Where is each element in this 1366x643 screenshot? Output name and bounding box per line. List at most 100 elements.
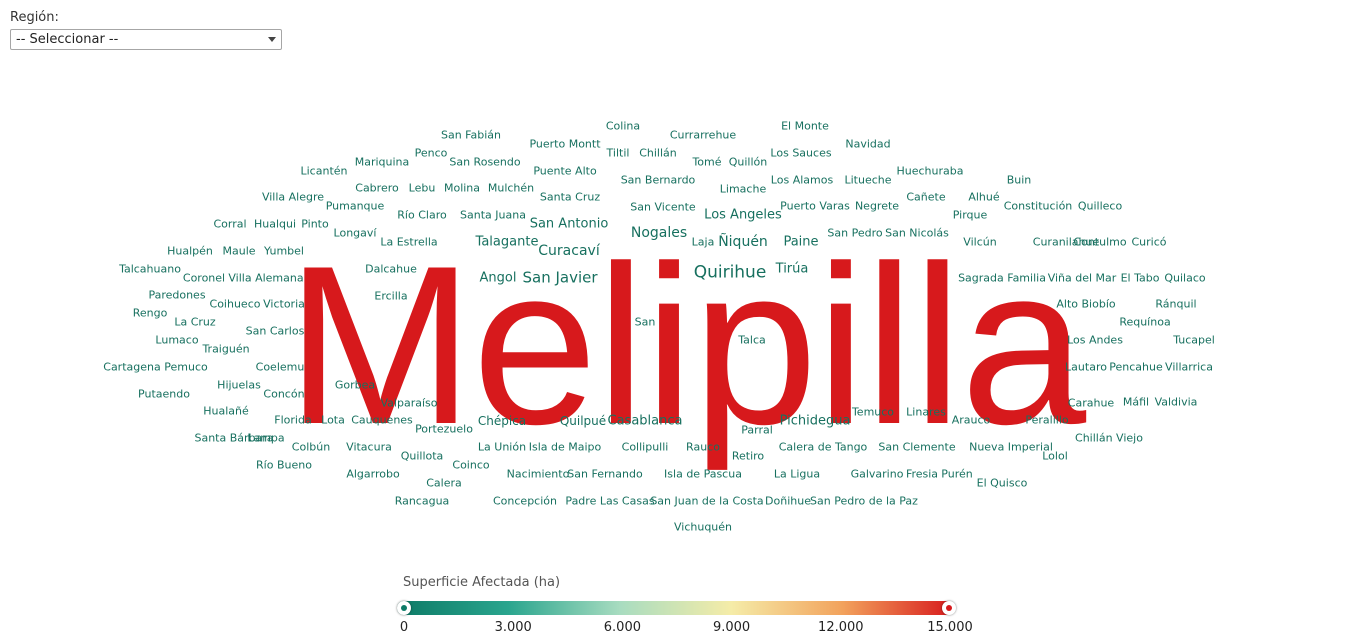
word-84: Lumaco (155, 333, 199, 347)
word-149: San Pedro de la Paz (810, 494, 918, 508)
word-70: Sagrada Familia (958, 271, 1046, 285)
word-118: Lampa (247, 431, 285, 445)
word-104: Temuco (851, 405, 895, 419)
word-85: Talca (738, 333, 766, 347)
word-37: Río Claro (397, 208, 447, 222)
word-35: Constitución (1003, 199, 1073, 213)
word-44: San Antonio (529, 216, 609, 232)
word-123: Isla de Maipo (528, 440, 602, 454)
word-141: Purén (941, 467, 973, 481)
word-131: Lolol (1042, 449, 1068, 463)
word-124: Collipulli (621, 440, 669, 454)
word-14: Puente Alto (533, 164, 597, 178)
word-60: Yumbel (264, 244, 304, 258)
word-83: Requínoa (1119, 315, 1171, 329)
legend-min-dot (401, 605, 407, 611)
word-57: Curicó (1131, 235, 1167, 249)
word-138: La Ligua (773, 467, 821, 481)
word-62: Talcahuano (119, 262, 181, 276)
legend-title: Superficie Afectada (ha) (403, 575, 561, 590)
word-2: Puerto Montt (529, 137, 601, 151)
word-106: Florida (274, 413, 312, 427)
word-43: Pinto (301, 217, 329, 231)
word-117: Santa Bárbara (194, 431, 274, 445)
legend-tick: 6.000 (603, 620, 641, 635)
word-36: Quilleco (1077, 199, 1123, 213)
word-98: Concón (263, 387, 305, 401)
word-82: San Carlos (245, 324, 305, 338)
word-93: Pencahue (1109, 360, 1163, 374)
word-69: Villa Alemana (228, 271, 304, 285)
word-86: Los Andes (1067, 333, 1123, 347)
word-72: El Tabo (1120, 271, 1160, 285)
word-120: Colbún (291, 440, 331, 454)
word-11: Licantén (300, 164, 348, 178)
word-29: Cañete (906, 190, 946, 204)
word-54: Vilcún (963, 235, 997, 249)
word-151: San (634, 315, 656, 329)
word-97: Putaendo (138, 387, 190, 401)
word-38: Santa Juana (460, 208, 526, 222)
word-9: Chillán (639, 146, 677, 160)
word-76: Coihueco (209, 297, 261, 311)
word-63: Dalcahue (365, 262, 417, 276)
word-67: Quirihue (693, 262, 767, 283)
legend-tick: 12.000 (818, 620, 864, 635)
word-55: Curanilahue (1032, 235, 1100, 249)
word-42: Hualqui (253, 217, 297, 231)
word-8: Tiltil (606, 146, 630, 160)
word-12: Mariquina (354, 155, 410, 169)
word-94: Villarrica (1165, 360, 1213, 374)
word-49: La Estrella (380, 235, 438, 249)
word-78: Alto Biobío (1056, 297, 1116, 311)
legend-max-handle[interactable] (942, 601, 956, 615)
word-58: Hualpén (167, 244, 213, 258)
word-1: San Fabián (440, 128, 502, 142)
word-105: Linares (906, 405, 946, 419)
word-121: Vitacura (346, 440, 392, 454)
word-80: Rengo (132, 306, 168, 320)
word-23: Lebu (408, 181, 436, 195)
word-96: Gorbea (334, 378, 376, 392)
word-56: Contulmo (1073, 235, 1127, 249)
word-81: La Cruz (174, 315, 216, 329)
word-71: Viña del Mar (1047, 271, 1117, 285)
legend-tick: 9.000 (712, 620, 751, 635)
word-74: Paredones (148, 288, 206, 302)
word-148: Doñihue (765, 494, 811, 508)
legend-max-dot (946, 605, 952, 611)
word-119: Chillán Viejo (1075, 431, 1143, 445)
chevron-down-icon (268, 37, 276, 42)
word-125: Rauco (686, 440, 720, 454)
word-6: Navidad (845, 137, 891, 151)
word-25: Mulchén (487, 181, 535, 195)
word-40: Pirque (952, 208, 988, 222)
word-16: Quillón (728, 155, 768, 169)
region-select-value: -- Seleccionar -- (16, 32, 119, 47)
word-133: Coinco (452, 458, 490, 472)
word-146: Padre Las Casas (565, 494, 655, 508)
word-73: Quilaco (1164, 271, 1206, 285)
region-select[interactable]: -- Seleccionar -- (10, 29, 282, 50)
word-65: Angol (479, 270, 517, 286)
word-145: Concepción (493, 494, 557, 508)
word-115: Portezuelo (415, 422, 473, 436)
word-21: Buin (1006, 173, 1032, 187)
word-10: Los Sauces (770, 146, 832, 160)
word-112: Pichidegua (779, 413, 851, 429)
word-92: Lautaro (1065, 360, 1107, 374)
word-4: Currarrehue (669, 128, 737, 142)
word-7: Penco (414, 146, 448, 160)
word-116: Parral (741, 423, 773, 437)
word-95: Hijuelas (217, 378, 261, 392)
word-34: Negrete (854, 199, 900, 213)
word-45: Longaví (333, 226, 377, 240)
word-27: Villa Alegre (261, 190, 325, 204)
word-20: Litueche (844, 173, 892, 187)
word-59: Maule (222, 244, 256, 258)
word-15: Tomé (692, 155, 722, 169)
word-108: Cauquenes (351, 413, 413, 427)
legend-min-handle[interactable] (397, 601, 411, 615)
word-101: Máfil (1122, 395, 1150, 409)
word-5: El Monte (781, 119, 829, 133)
